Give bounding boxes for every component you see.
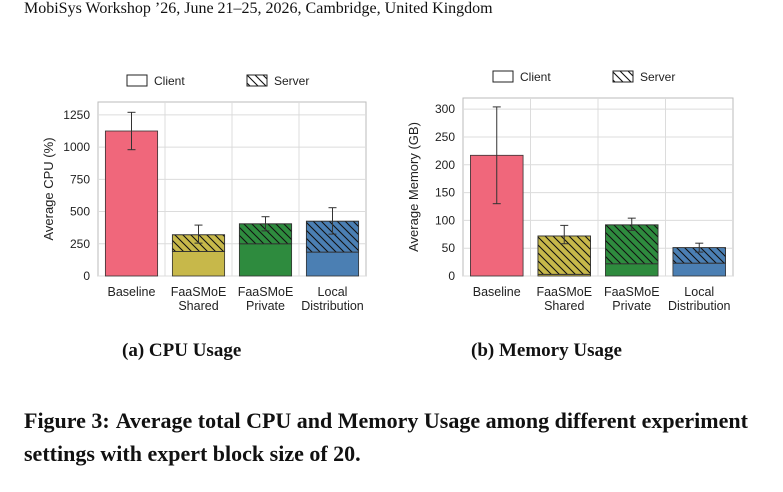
y-tick-label: 1250 bbox=[63, 108, 90, 122]
y-tick-label: 0 bbox=[83, 269, 90, 283]
x-tick-label: FaaSMoE bbox=[536, 285, 592, 299]
x-tick-label: Shared bbox=[178, 299, 218, 313]
x-tick-label: FaaSMoE bbox=[171, 285, 227, 299]
x-tick-label: Distribution bbox=[668, 299, 731, 313]
y-axis-label: Average Memory (GB) bbox=[406, 122, 421, 252]
bar-client-4 bbox=[672, 262, 726, 277]
legend-swatch-client bbox=[126, 74, 148, 87]
y-tick-label: 50 bbox=[442, 241, 456, 255]
x-tick-label: Baseline bbox=[108, 285, 156, 299]
y-tick-label: 200 bbox=[435, 158, 455, 172]
cpu-usage-chart: 0 250 500 750 1000 1250 Average CPU (%) Baselin… bbox=[0, 60, 380, 330]
memory-subcaption: (b) Memory Usage bbox=[471, 340, 622, 361]
x-tick-label: Baseline bbox=[473, 285, 521, 299]
y-tick-label: 150 bbox=[435, 186, 455, 200]
y-tick-label: 750 bbox=[70, 172, 90, 186]
y-tick-label: 1000 bbox=[63, 140, 90, 154]
legend-label: Server bbox=[274, 74, 309, 88]
legend-label: Server bbox=[640, 70, 675, 84]
x-tick-label: FaaSMoE bbox=[238, 285, 294, 299]
y-tick-label: 100 bbox=[435, 213, 455, 227]
x-tick-label: Shared bbox=[544, 299, 584, 313]
bar-client-2 bbox=[171, 251, 226, 277]
bar-client-3 bbox=[238, 243, 293, 277]
x-tick-label: FaaSMoE bbox=[604, 285, 660, 299]
bar-client-4 bbox=[305, 251, 360, 277]
memory-usage-chart: 0 50 100 150 200 250 300 Average Memory (GB) Bas… bbox=[385, 60, 765, 330]
x-tick-label: Distribution bbox=[301, 299, 364, 313]
legend-swatch-client bbox=[492, 70, 514, 83]
cpu-subcaption: (a) CPU Usage bbox=[122, 340, 242, 361]
bar-client-1 bbox=[104, 130, 159, 277]
x-tick-label: Local bbox=[684, 285, 714, 299]
memory-usage-chart-svg: 0 50 100 150 200 250 300 Average Memory (GB) Bas… bbox=[406, 70, 734, 313]
y-tick-label: 250 bbox=[70, 237, 90, 251]
x-tick-label: Private bbox=[246, 299, 285, 313]
running-head: MobiSys Workshop ’26, June 21–25, 2026, … bbox=[24, 0, 493, 17]
bar-server-hatch-3 bbox=[605, 224, 659, 265]
cpu-usage-chart-svg: 0 250 500 750 1000 1250 Average CPU (%) Baselin… bbox=[41, 74, 367, 313]
x-tick-label: Private bbox=[612, 299, 651, 313]
x-tick-label: Local bbox=[318, 285, 348, 299]
y-tick-label: 250 bbox=[435, 130, 455, 144]
figure-caption: Figure 3: Average total CPU and Memory Us… bbox=[24, 404, 764, 470]
bar-client-3 bbox=[605, 263, 659, 277]
legend-label: Client bbox=[154, 74, 185, 88]
legend-label: Client bbox=[520, 70, 551, 84]
legend-swatch-hatch bbox=[246, 74, 268, 87]
y-tick-label: 300 bbox=[435, 102, 455, 116]
figure-caption-text: Average total CPU and Memory Usage among… bbox=[24, 408, 748, 466]
y-tick-label: 0 bbox=[448, 269, 455, 283]
y-axis-label: Average CPU (%) bbox=[41, 137, 56, 240]
legend-swatch-hatch bbox=[612, 70, 634, 83]
figure-caption-label: Figure 3: bbox=[24, 408, 110, 433]
y-tick-label: 500 bbox=[70, 205, 90, 219]
